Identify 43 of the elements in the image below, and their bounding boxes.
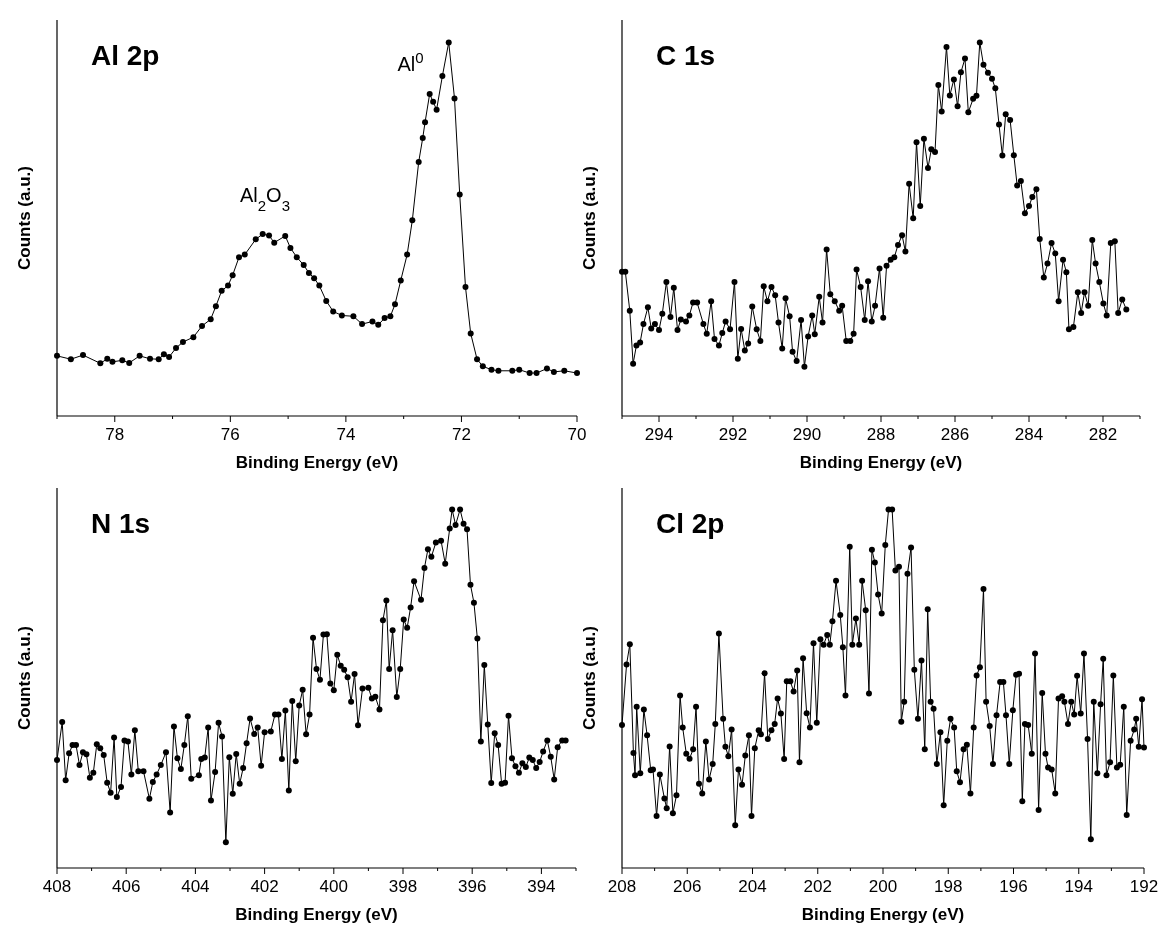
x-axis-title: Binding Energy (eV) [235, 905, 398, 924]
annotation: Al$^{0}$ [397, 48, 424, 76]
x-tick-label: 286 [940, 425, 970, 444]
x-tick-label: 284 [1014, 425, 1044, 444]
x-tick-label: 72 [451, 425, 471, 444]
x-tick-label: 194 [1064, 877, 1093, 896]
y-axis-title: Counts (a.u.) [15, 626, 34, 730]
x-tick-label: 404 [181, 877, 210, 896]
x-tick-label: 406 [112, 877, 141, 896]
x-tick-label: 398 [388, 877, 418, 896]
x-tick-label: 294 [644, 425, 674, 444]
x-tick-label: 198 [934, 877, 963, 896]
x-tick-label: 292 [718, 425, 748, 444]
y-axis-title: Counts (a.u.) [15, 166, 34, 270]
x-tick-label: 70 [567, 425, 587, 444]
x-tick-label: 408 [42, 877, 72, 896]
y-axis-title: Counts (a.u.) [580, 166, 599, 270]
x-tick-label: 200 [868, 877, 898, 896]
x-tick-label: 196 [999, 877, 1028, 896]
x-axis-title: Binding Energy (eV) [799, 453, 963, 472]
x-tick-label: 394 [527, 877, 556, 896]
x-axis-title: Binding Energy (eV) [235, 453, 399, 472]
x-tick-label: 76 [220, 425, 240, 444]
x-tick-label: 206 [673, 877, 702, 896]
x-tick-label: 282 [1088, 425, 1118, 444]
x-tick-label: 202 [803, 877, 832, 896]
x-tick-label: 288 [866, 425, 896, 444]
annotation: Al$_{2}$O$_{3}$ [239, 184, 291, 214]
x-tick-label: 208 [607, 877, 637, 896]
x-tick-label: 396 [458, 877, 487, 896]
x-tick-label: 192 [1129, 877, 1159, 896]
x-tick-label: 78 [105, 425, 125, 444]
x-axis-title: Binding Energy (eV) [801, 905, 965, 924]
x-tick-label: 74 [336, 425, 356, 444]
chart-title: Cl 2p [656, 508, 725, 539]
chart-title: Al 2p [91, 40, 160, 71]
y-axis-title: Counts (a.u.) [580, 626, 599, 730]
x-tick-label: 290 [792, 425, 822, 444]
x-tick-label: 402 [250, 877, 279, 896]
chart-title: C 1s [656, 40, 716, 71]
x-tick-label: 204 [738, 877, 767, 896]
x-tick-label: 400 [319, 877, 348, 896]
chart-title: N 1s [91, 508, 151, 539]
